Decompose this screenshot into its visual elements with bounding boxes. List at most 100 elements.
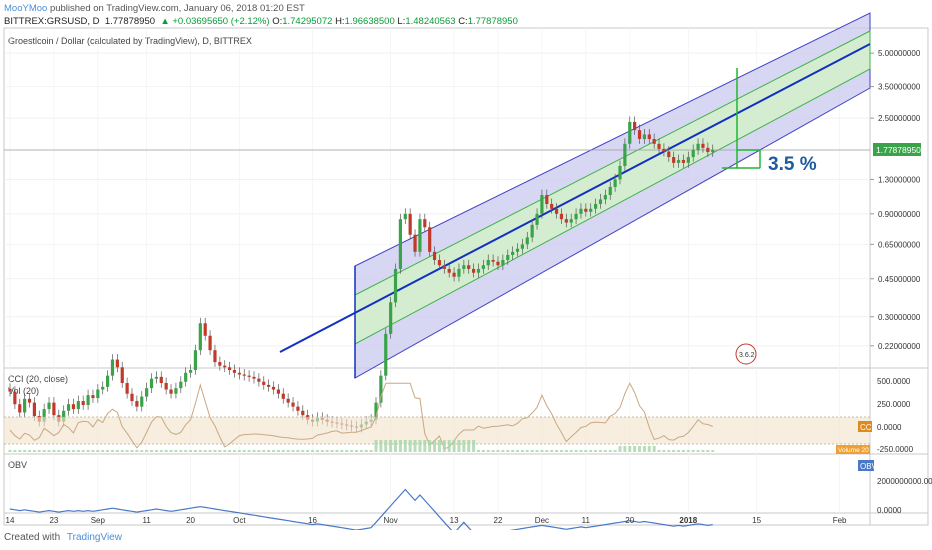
volume-bar	[447, 440, 451, 452]
candle-body	[91, 395, 95, 399]
x-tick-label: Sep	[91, 516, 106, 525]
candle-body	[676, 159, 681, 163]
volume-bar	[603, 450, 607, 452]
volume-bar	[467, 440, 471, 452]
last-price-tag	[873, 143, 921, 156]
candle-body	[462, 265, 466, 269]
volume-bar	[47, 450, 51, 452]
candle-body	[159, 376, 163, 383]
volume-bar	[550, 450, 554, 452]
x-tick-label: 15	[752, 516, 761, 525]
volume-bar	[681, 450, 685, 452]
volume-bar	[32, 450, 36, 452]
volume-bar	[150, 450, 154, 452]
candle-body	[540, 195, 544, 214]
candle-body	[379, 375, 383, 403]
candle-body	[642, 134, 646, 140]
candle-body	[281, 393, 285, 399]
tradingview-link[interactable]: TradingView	[66, 532, 122, 543]
volume-bar	[106, 450, 110, 452]
volume-bar	[559, 450, 563, 452]
y-tick-label: 0.45000000	[878, 275, 921, 284]
candle-body	[223, 365, 227, 368]
candle-body	[408, 213, 412, 235]
candle-body	[603, 195, 607, 200]
x-tick-label: 16	[308, 516, 317, 525]
candle-body	[247, 375, 251, 377]
volume-bar	[164, 450, 168, 452]
ohlc-close: 1.77878950	[467, 16, 518, 27]
volume-bar	[701, 450, 705, 452]
y-tick-label: 0.65000000	[878, 240, 921, 249]
candle-body	[184, 372, 188, 382]
volume-bar	[672, 450, 676, 452]
volume-bar	[398, 440, 402, 452]
ohlc-low-key: L:	[397, 16, 406, 27]
candle-body	[286, 398, 290, 403]
candle-body	[188, 369, 193, 373]
author-link[interactable]: MooYMoo	[4, 3, 48, 14]
volume-bar	[57, 450, 61, 452]
candle-body	[598, 199, 603, 204]
volume-bar	[472, 440, 476, 452]
time-axis: 14 23 Sep 11 20 Oct 16 Nov 13 22 Dec 11 20 2018 15 Feb	[6, 516, 847, 525]
version-badge: 3.6.2	[735, 343, 757, 365]
price-chart[interactable]: 3.5 % 3.6.2 5.00000000 3.50000000 2.500000…	[0, 0, 932, 530]
volume-bar	[272, 450, 276, 452]
volume-bar	[574, 450, 578, 452]
volume-bar	[598, 450, 602, 452]
volume-bar	[359, 450, 363, 452]
volume-bar	[320, 450, 324, 452]
volume-bar	[413, 440, 417, 452]
candle-body	[130, 393, 134, 402]
candle-body	[652, 139, 656, 144]
x-tick-label: 22	[494, 516, 503, 525]
volume-bar	[67, 450, 71, 452]
volume-bar	[652, 446, 656, 452]
volume-bar	[193, 450, 197, 452]
candle-body	[267, 384, 271, 387]
y-tick-label: 3.50000000	[878, 83, 921, 92]
volume-bar	[516, 450, 520, 452]
candle-body	[432, 251, 437, 260]
candle-body	[291, 402, 295, 407]
cci-tag-text: CCI	[860, 423, 874, 432]
volume-bar	[120, 450, 124, 452]
ohlc-high-key: H:	[335, 16, 345, 27]
candle-body	[418, 219, 422, 252]
candle-body	[686, 157, 690, 163]
candle-body	[140, 396, 144, 407]
volume-bar	[555, 450, 559, 452]
candle-body	[32, 402, 36, 417]
volume-bar	[96, 450, 100, 452]
cci-tag	[858, 421, 872, 432]
candle-body	[374, 402, 378, 420]
volume-bar	[242, 450, 246, 452]
volume-bar	[579, 450, 583, 452]
candle-body	[423, 219, 427, 228]
volume-bar	[208, 450, 212, 452]
candle-body	[208, 335, 212, 351]
volume-bar	[281, 450, 285, 452]
volume-bar	[228, 450, 232, 452]
candle-body	[501, 259, 505, 266]
volume-bar	[633, 446, 637, 452]
candle-body	[198, 323, 202, 351]
volume-bar	[198, 450, 202, 452]
candle-body	[174, 388, 178, 394]
cci-line	[9, 382, 713, 450]
candle-body	[179, 381, 183, 389]
candle-body	[403, 213, 407, 220]
volume-bar	[354, 450, 358, 452]
volume-bar	[686, 450, 690, 452]
candle-body	[115, 359, 119, 368]
candle-body	[535, 213, 539, 225]
candle-body	[42, 409, 46, 422]
volume-bar	[315, 450, 319, 452]
volume-bar	[184, 450, 188, 452]
cci-axis-0: 0.0000	[877, 423, 902, 432]
volume-bar	[476, 450, 480, 452]
candle-body	[393, 268, 398, 303]
candle-body	[81, 401, 85, 406]
volume-bar	[13, 450, 17, 452]
